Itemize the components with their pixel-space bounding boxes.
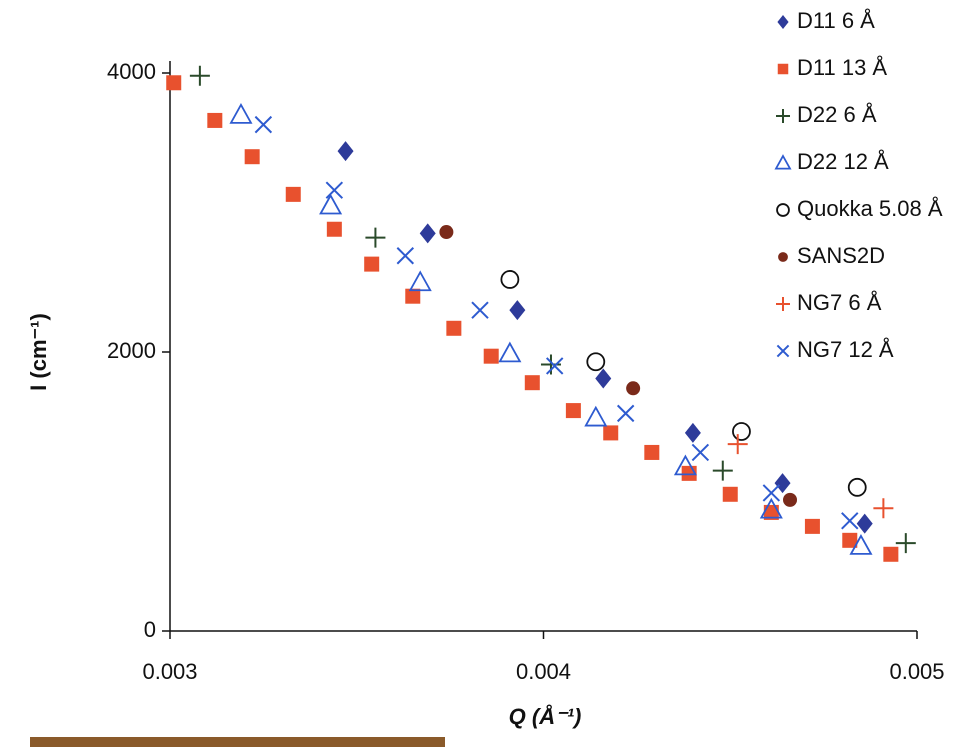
- point: [509, 300, 526, 321]
- point: [500, 270, 520, 289]
- legend-label: D22 6 Å: [797, 102, 877, 127]
- point: [584, 405, 608, 427]
- legend-label: D22 12 Å: [797, 149, 889, 174]
- point: [439, 225, 454, 240]
- point: [712, 460, 733, 481]
- legend-label: Quokka 5.08 Å: [797, 196, 943, 221]
- y-axis-label: I (cm⁻¹): [26, 313, 51, 391]
- point: [783, 492, 798, 507]
- legend-label: D11 13 Å: [797, 55, 887, 80]
- legend-label: NG7 12 Å: [797, 337, 894, 362]
- x-tick-label: 0.005: [889, 659, 944, 684]
- legend-marker: [777, 15, 789, 29]
- point: [471, 301, 489, 319]
- point: [774, 473, 791, 494]
- point: [595, 368, 612, 389]
- point: [873, 498, 894, 519]
- point: [498, 341, 522, 363]
- y-tick-label: 4000: [107, 59, 156, 84]
- point: [524, 375, 540, 391]
- point: [325, 181, 344, 199]
- point: [207, 112, 223, 128]
- point: [895, 533, 916, 554]
- point: [586, 352, 606, 372]
- point: [603, 425, 619, 441]
- point: [540, 354, 561, 375]
- point: [691, 443, 710, 462]
- point: [626, 381, 641, 396]
- point: [722, 486, 738, 502]
- point: [189, 65, 210, 86]
- point: [545, 357, 564, 375]
- legend-marker: [776, 109, 790, 123]
- point: [446, 320, 462, 336]
- legend-label: SANS2D: [797, 243, 885, 268]
- photo-strip: [30, 737, 445, 747]
- point: [763, 504, 779, 520]
- point: [364, 256, 380, 272]
- point: [396, 247, 415, 265]
- point: [483, 348, 499, 364]
- point: [405, 288, 421, 304]
- point: [244, 149, 260, 165]
- point: [841, 512, 859, 530]
- point: [732, 422, 751, 441]
- point: [229, 102, 253, 124]
- y-tick-label: 2000: [107, 338, 156, 363]
- x-tick-label: 0.004: [516, 659, 571, 684]
- point: [804, 518, 820, 534]
- point: [673, 454, 697, 476]
- point: [856, 513, 873, 534]
- point: [565, 403, 581, 419]
- point: [319, 193, 343, 215]
- point: [365, 227, 386, 248]
- point: [684, 422, 701, 443]
- point: [285, 186, 301, 202]
- legend-marker: [778, 252, 788, 262]
- legend-marker: [776, 297, 790, 311]
- point: [762, 484, 781, 502]
- legend-marker: [776, 344, 790, 358]
- point: [337, 141, 354, 162]
- legend-label: D11 6 Å: [797, 8, 875, 33]
- point: [616, 404, 635, 423]
- point: [883, 546, 899, 562]
- point: [644, 444, 660, 460]
- point: [166, 75, 182, 91]
- point: [419, 223, 436, 244]
- point: [727, 434, 748, 455]
- x-tick-label: 0.003: [142, 659, 197, 684]
- point: [847, 477, 867, 497]
- legend-marker: [776, 203, 790, 217]
- point: [849, 534, 873, 555]
- point: [326, 221, 342, 237]
- legend-marker: [777, 63, 789, 75]
- point: [759, 497, 783, 519]
- point: [842, 532, 858, 548]
- point: [254, 115, 273, 134]
- y-tick-label: 0: [144, 617, 156, 642]
- legend-label: NG7 6 Å: [797, 290, 882, 315]
- point: [408, 270, 432, 292]
- legend-marker: [774, 154, 792, 170]
- x-axis-label: Q (Å⁻¹): [509, 704, 582, 729]
